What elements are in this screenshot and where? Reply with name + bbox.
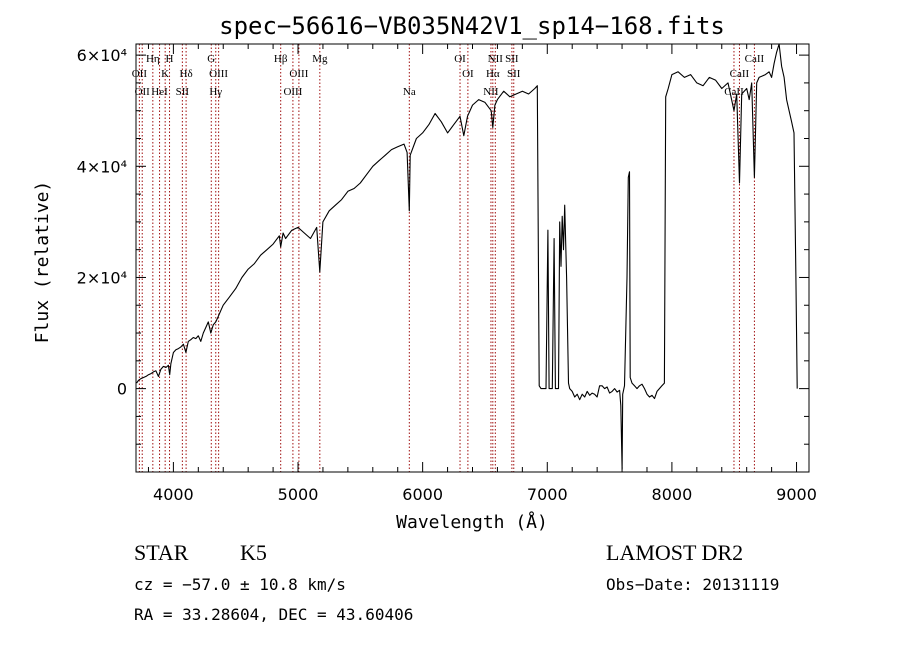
line-label: OII — [135, 86, 151, 98]
x-tick-label: 6000 — [402, 485, 443, 504]
line-label: SII — [176, 86, 190, 98]
line-label: H — [166, 53, 174, 65]
observation-date: Obs−Date: 20131119 — [606, 575, 779, 594]
line-label: OII — [132, 68, 148, 80]
line-label: CaII — [730, 68, 750, 80]
line-label: OIII — [289, 68, 308, 80]
line-label: OI — [454, 53, 466, 65]
line-label: OI — [462, 68, 474, 80]
object-subclass: K5 — [240, 540, 267, 565]
coordinates: RA = 33.28604, DEC = 43.60406 — [134, 605, 413, 624]
line-label: HeI — [151, 86, 168, 98]
line-label: Na — [403, 86, 416, 98]
line-label: CaII — [745, 53, 765, 65]
x-tick-label: 5000 — [278, 485, 319, 504]
y-axis-label: Flux (relative) — [32, 181, 53, 344]
x-tick-label: 7000 — [527, 485, 568, 504]
survey-name: LAMOST DR2 — [606, 540, 743, 565]
line-label: OIII — [209, 68, 228, 80]
line-label: SII — [505, 53, 519, 65]
y-tick-label: 6×10⁴ — [77, 46, 127, 65]
line-label: SII — [507, 68, 521, 80]
x-axis-ticks: 4000 5000 6000 7000 8000 9000 — [147, 44, 817, 504]
chart-title: spec−56616−VB035N42V1_sp14−168.fits — [219, 12, 725, 40]
plot-frame — [135, 43, 810, 473]
line-label: Hη — [146, 53, 160, 65]
line-label: Mg — [312, 53, 328, 65]
y-tick-label: 0 — [117, 380, 127, 399]
x-axis-label: Wavelength (Å) — [396, 511, 548, 533]
line-label: Hδ — [180, 68, 193, 80]
line-label: OIII — [283, 86, 302, 98]
y-axis-ticks: 0 2×10⁴ 4×10⁴ 6×10⁴ — [77, 46, 809, 445]
spectrum-line — [136, 43, 798, 470]
line-label: NII — [488, 53, 504, 65]
spectral-line-labels: OIIOIIHηHeIKHSIIHδGHγOIIIHβOIIIOIIIMgNaO… — [132, 53, 765, 98]
line-label: Hγ — [209, 86, 222, 98]
object-class: STAR — [134, 540, 189, 565]
redshift-velocity: cz = −57.0 ± 10.8 km/s — [134, 575, 346, 594]
x-tick-label: 4000 — [153, 485, 194, 504]
line-label: K — [161, 68, 169, 80]
x-tick-label: 8000 — [652, 485, 693, 504]
x-tick-label: 9000 — [776, 485, 817, 504]
line-label: Hα — [486, 68, 500, 80]
y-tick-label: 4×10⁴ — [77, 157, 127, 176]
line-label: NII — [483, 86, 499, 98]
line-label: G — [207, 53, 215, 65]
spectral-line-markers — [138, 44, 755, 472]
line-label: Hβ — [274, 53, 288, 65]
y-tick-label: 2×10⁴ — [77, 268, 127, 287]
